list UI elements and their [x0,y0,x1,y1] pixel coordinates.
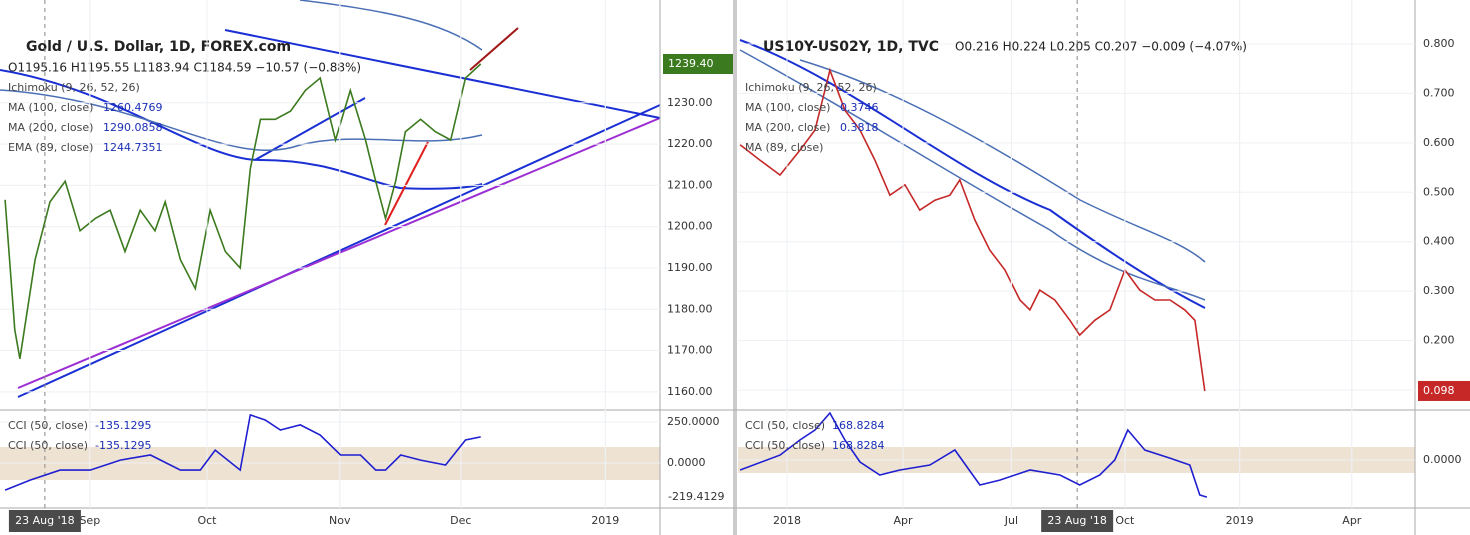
indicator-name: CCI (50, close) [745,419,825,432]
indicator-name: CCI (50, close) [8,439,88,452]
x-tick-label: Oct [1115,514,1135,527]
series-line [4,413,481,491]
indicator-value: 0.3746 [840,101,879,114]
crosshair-tag: 23 Aug '18 [15,514,75,527]
arrow [384,141,429,226]
indicator-name: EMA (89, close) [8,141,93,154]
y-tick-label: 1160.00 [667,385,713,398]
y-tick-label: 1210.00 [667,178,713,191]
axis-tag: -219.4129 [668,490,724,503]
indicator-name: Ichimoku (9, 26, 52, 26) [8,81,140,94]
trendline [224,29,661,119]
crosshair-tag-bg [8,510,81,532]
trendline [17,104,661,398]
arrow [469,27,519,71]
ohlc: O1195.16 H1195.55 L1183.94 C1184.59 −10.… [8,61,361,75]
y-tick-label: 0.700 [1423,86,1455,99]
x-tick-label: 2018 [773,514,801,527]
indicator-name: CCI (50, close) [8,419,88,432]
x-tick-label: Jul [1004,514,1018,527]
indicator-name: MA (200, close) [745,121,830,134]
y-tick-label: 0.200 [1423,334,1455,347]
x-tick-label: Apr [1342,514,1362,527]
y-tick-label: 0.400 [1423,235,1455,248]
y-tick-label: 0.300 [1423,284,1455,297]
y-tick-label: 1230.00 [667,96,713,109]
indicator-value: 1244.7351 [103,141,163,154]
y-tick-label: 1200.00 [667,220,713,233]
price-tag-bg [1418,380,1470,401]
indicator-name: MA (200, close) [8,121,93,134]
y-tick-label: 0.800 [1423,37,1455,50]
indicator-name: MA (100, close) [745,101,830,114]
price-tag-bg [663,53,733,74]
crosshair-tag: 23 Aug '18 [1047,514,1107,527]
indicator-value: -135.1295 [95,439,151,452]
y-tick-label: 0.500 [1423,185,1455,198]
indicator-value: 168.8284 [832,419,885,432]
axis-tag-bg [663,488,733,506]
chart-title: US10Y-US02Y, 1D, TVC [763,39,939,55]
crosshair-tag-bg [1041,510,1114,532]
ma-line [739,49,1206,301]
series-line [739,411,1208,498]
indicator-value: -135.1295 [95,419,151,432]
x-tick-label: Nov [329,514,351,527]
indicator-value: 1290.0858 [103,121,163,134]
y-tick-label: 250.0000 [667,415,720,428]
y-tick-label: 0.600 [1423,136,1455,149]
y-tick-label: 1190.00 [667,261,713,274]
chart-title: Gold / U.S. Dollar, 1D, FOREX.com [26,39,291,55]
price-tag: 0.098 [1423,384,1455,397]
indicator-value: 0.3818 [840,121,879,134]
series-line [739,67,1206,392]
x-tick-label: Apr [894,514,914,527]
ma-line [299,0,483,51]
trendline [17,117,661,389]
indicator-name: Ichimoku (9, 26, 52, 26) [745,81,877,94]
indicator-name: CCI (50, close) [745,439,825,452]
x-tick-label: 2019 [1226,514,1254,527]
y-tick-label: 0.0000 [667,456,706,469]
y-tick-label: 1220.00 [667,137,713,150]
x-tick-label: Dec [450,514,471,527]
indicator-value: 168.8284 [832,439,885,452]
x-tick-label: Oct [197,514,217,527]
ma-line [0,69,483,190]
price-tag: 1239.40 [668,57,714,70]
y-tick-label: 1180.00 [667,302,713,315]
ma-line [799,59,1206,263]
indicator-name: MA (100, close) [8,101,93,114]
y-tick-label: 1170.00 [667,344,713,357]
indicator-name: MA (89, close) [745,141,823,154]
y-tick-label: 0.0000 [1423,453,1462,466]
x-tick-label: Sep [79,514,100,527]
indicator-value: 1260.4769 [103,101,163,114]
ohlc: O0.216 H0.224 L0.205 C0.207 −0.009 (−4.0… [955,40,1247,54]
x-tick-label: 2019 [591,514,619,527]
ma-line [0,89,483,152]
series-line [4,63,482,359]
